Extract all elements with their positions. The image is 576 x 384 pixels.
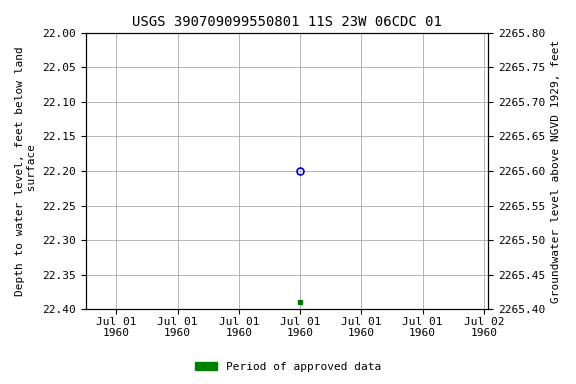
Title: USGS 390709099550801 11S 23W 06CDC 01: USGS 390709099550801 11S 23W 06CDC 01 xyxy=(132,15,442,29)
Y-axis label: Depth to water level, feet below land
 surface: Depth to water level, feet below land su… xyxy=(15,46,37,296)
Y-axis label: Groundwater level above NGVD 1929, feet: Groundwater level above NGVD 1929, feet xyxy=(551,40,561,303)
Legend: Period of approved data: Period of approved data xyxy=(191,358,385,377)
